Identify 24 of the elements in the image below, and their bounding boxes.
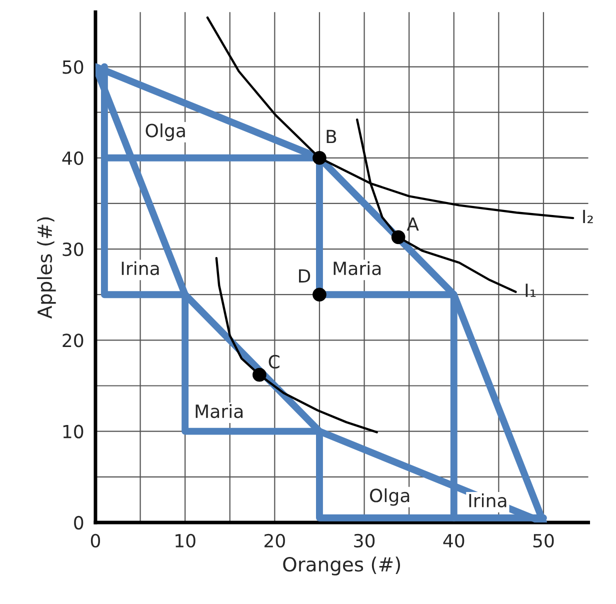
series-label: I₁ bbox=[526, 284, 536, 297]
annotation: Olga bbox=[370, 488, 410, 506]
x-tick-label: 50 bbox=[533, 534, 554, 548]
y-tick-label: 0 bbox=[74, 516, 84, 530]
y-tick-label: 20 bbox=[62, 334, 84, 348]
x-tick-label: 20 bbox=[264, 534, 285, 548]
x-tick-label: 0 bbox=[90, 534, 100, 548]
annotation: Maria bbox=[334, 261, 381, 276]
y-axis-title: Apples (#) bbox=[37, 217, 56, 319]
x-tick-label: 10 bbox=[176, 534, 196, 548]
annotation: Irina bbox=[122, 261, 159, 276]
series-label: I₂ bbox=[583, 210, 593, 224]
data-label: D bbox=[299, 269, 310, 283]
annotation: Irina bbox=[469, 493, 506, 508]
x-axis-title: Oranges (#) bbox=[283, 556, 400, 576]
x-tick-label: 30 bbox=[354, 534, 375, 548]
x-tick-label: 40 bbox=[443, 534, 464, 548]
y-tick-label: 40 bbox=[62, 151, 84, 166]
annotation: Maria bbox=[196, 404, 243, 418]
y-tick-label: 10 bbox=[63, 424, 84, 438]
data-label: B bbox=[326, 130, 336, 144]
annotation: Olga bbox=[146, 123, 185, 141]
y-tick-label: 30 bbox=[62, 242, 84, 256]
y-tick-label: 50 bbox=[62, 60, 84, 74]
